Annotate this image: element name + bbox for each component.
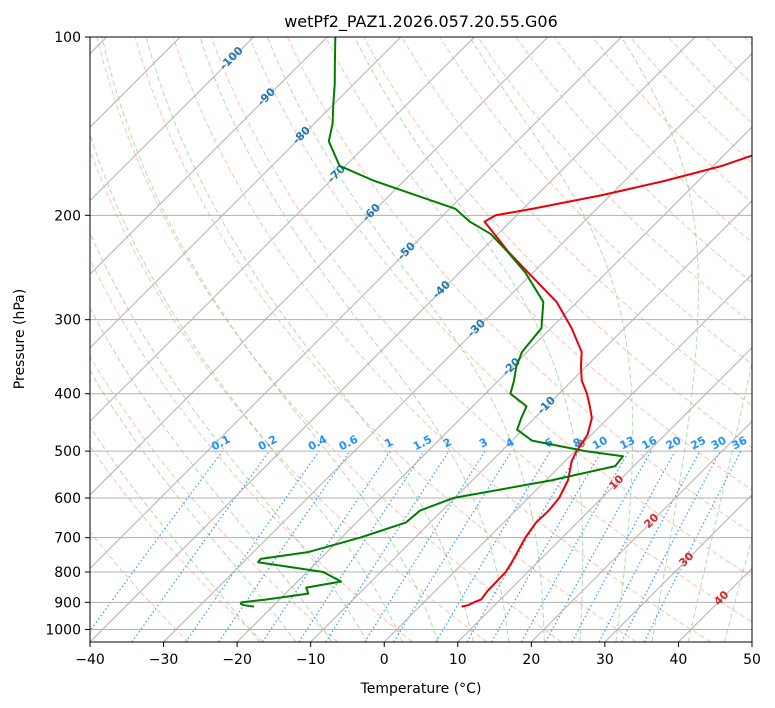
moist-adiabat-line <box>90 133 404 642</box>
mixing-ratio-label: 36 <box>730 434 750 453</box>
moist-adiabat-line <box>620 37 699 642</box>
moist-adiabat-line <box>101 37 439 642</box>
mixing-ratio-label: 10 <box>590 434 610 453</box>
mixing-ratio-label: 16 <box>640 434 660 453</box>
dry-adiabat-line <box>401 37 752 407</box>
isotherm-lines <box>90 37 752 642</box>
dry-adiabat-line <box>515 37 752 284</box>
mixing-ratio-line <box>571 450 676 642</box>
mixing-ratio-line <box>545 450 652 642</box>
isobar-gridlines <box>90 37 752 630</box>
x-tick-label: 0 <box>380 652 389 668</box>
x-tick-label: −20 <box>222 652 252 668</box>
isotherm-line <box>163 52 752 642</box>
isotherm-line <box>90 37 622 570</box>
isotherm-line <box>90 37 255 202</box>
y-tick-label: 300 <box>54 313 81 329</box>
moist-adiabat-line <box>199 37 510 642</box>
moist-adiabat-line <box>145 37 474 642</box>
x-tick-label: 10 <box>449 652 467 668</box>
x-tick-label: −30 <box>149 652 179 668</box>
x-tick-label: −10 <box>296 652 326 668</box>
dry-adiabat-line <box>210 37 752 623</box>
x-tick-label: −40 <box>75 652 105 668</box>
isotherm-line <box>310 199 752 642</box>
y-tick-label: 600 <box>54 491 81 507</box>
y-tick-label: 100 <box>54 30 81 46</box>
dry-adiabat-line <box>96 37 562 642</box>
moist-adiabat-line <box>90 307 333 642</box>
plot-frame <box>89 36 753 643</box>
isotherm-line <box>236 126 752 642</box>
isotherm-line <box>90 37 696 642</box>
y-tick-label: 900 <box>54 595 81 611</box>
dry-adiabat-line <box>90 148 488 642</box>
x-tick-label: 30 <box>596 652 614 668</box>
mixing-ratio-line <box>185 450 320 642</box>
y-tick-label: 800 <box>54 565 81 581</box>
y-tick-label: 200 <box>54 208 81 224</box>
y-tick-label: 700 <box>54 531 81 547</box>
dry-adiabat-line <box>90 445 264 642</box>
moist-adiabat-line <box>90 425 261 642</box>
mixing-ratio-line <box>325 450 450 642</box>
chart-title: wetPf2_PAZ1.2026.057.20.55.G06 <box>284 12 558 32</box>
temperature-profile-line <box>461 154 752 608</box>
isotherm-line <box>530 420 752 642</box>
mixing-ratio-line <box>90 450 224 632</box>
dry-adiabat-line <box>325 37 752 491</box>
x-tick-label: 20 <box>522 652 540 668</box>
dry-adiabat-line <box>248 37 752 578</box>
plot-background <box>90 37 752 642</box>
plot-area: 0.1 0.2 0.4 0.6 1 1.5 2 3 4 6 8 10 13 16 20 25 30 36 -100… <box>90 37 752 642</box>
dewpoint-profile-line <box>239 37 624 608</box>
x-axis: −40 −30 −20 −10 0 10 20 30 40 50 <box>75 642 761 668</box>
mixing-ratio-line <box>520 450 630 642</box>
x-tick-label: 50 <box>743 652 761 668</box>
mixing-ratio-line <box>131 450 270 642</box>
sounding-series <box>239 37 752 608</box>
isotherm-line <box>90 37 549 496</box>
dry-adiabat-line <box>134 37 637 642</box>
dry-adiabat-line <box>172 37 712 642</box>
mixing-ratio-label: 30 <box>709 434 729 453</box>
y-axis: 100 200 300 400 500 600 700 800 900 1000 <box>45 30 90 638</box>
dry-adiabat-line <box>90 355 339 642</box>
x-tick-label: 40 <box>670 652 688 668</box>
moist-adiabat-line <box>354 37 584 642</box>
mixing-ratio-line <box>643 450 742 642</box>
mixing-ratio-lines <box>90 450 742 642</box>
y-axis-title: Pressure (hPa) <box>12 289 28 389</box>
moist-adiabat-line <box>90 231 368 642</box>
dry-adiabats <box>90 37 752 642</box>
y-tick-label: 400 <box>54 387 81 403</box>
mixing-ratio-line <box>298 450 425 642</box>
isotherm-line <box>90 37 402 349</box>
mixing-ratio-label: 13 <box>618 434 638 453</box>
moist-adiabat-line <box>687 360 752 642</box>
moist-adiabat-line <box>266 37 545 642</box>
mixing-ratio-label: 20 <box>664 434 684 453</box>
y-tick-label: 1000 <box>45 622 81 638</box>
isotherm-line <box>383 273 752 642</box>
mixing-ratio-label: 25 <box>688 434 708 453</box>
mixing-ratio-line <box>393 450 513 642</box>
isotherm-line <box>604 494 752 642</box>
moist-adiabat-line <box>724 537 752 642</box>
mixing-ratio-line <box>262 450 392 642</box>
x-axis-title: Temperature (°C) <box>360 681 482 697</box>
isotherm-line <box>90 37 475 423</box>
dry-adiabat-line <box>477 37 752 324</box>
mixing-ratio-line <box>218 450 351 642</box>
isotherm-line <box>457 347 752 642</box>
dry-adiabat-line <box>90 531 190 642</box>
isotherm-line <box>90 37 328 275</box>
y-tick-label: 500 <box>54 444 81 460</box>
